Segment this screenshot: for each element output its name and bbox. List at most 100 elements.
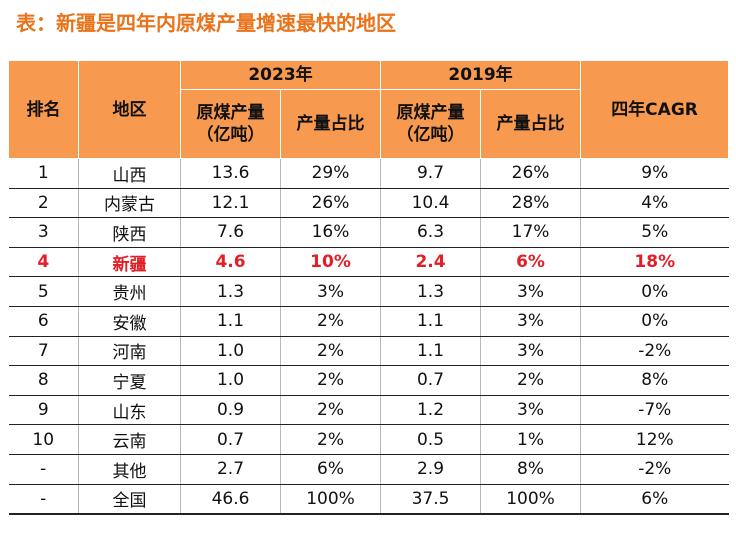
cell-output-2019: 9.7 (380, 158, 482, 189)
cell-cagr: 0% (580, 276, 729, 307)
cell-rank: 5 (8, 276, 79, 307)
cell-output-2023: 4.6 (180, 247, 281, 278)
cell-output-2023: 1.0 (180, 365, 281, 396)
cell-output-2019: 37.5 (380, 484, 482, 516)
cell-region: 云南 (78, 424, 181, 455)
table-row: 1 山西 13.6 29% 9.7 26% 9% (8, 158, 729, 189)
header-output-label: 原煤产量 (196, 103, 265, 123)
cell-output-2023: 12.1 (180, 188, 281, 219)
coal-output-table: 排名 地区 2023年 2019年 四年CAGR 原煤产量 （亿吨） 产量占比 原… (8, 60, 730, 516)
header-output-2023: 原煤产量 （亿吨） (180, 89, 281, 159)
cell-region: 宁夏 (78, 365, 181, 396)
cell-share-2023: 29% (279, 158, 382, 189)
table-row: 7 河南 1.0 2% 1.1 3% -2% (8, 336, 729, 367)
cell-region: 安徽 (78, 306, 181, 337)
header-share-2023: 产量占比 (279, 89, 382, 159)
cell-cagr: 12% (580, 424, 729, 455)
cell-share-2019: 8% (480, 454, 582, 485)
table-row-highlight: 4 新疆 4.6 10% 2.4 6% 18% (8, 247, 729, 278)
cell-output-2019: 0.7 (380, 365, 482, 396)
cell-output-2019: 2.4 (380, 247, 482, 278)
cell-rank: 10 (8, 424, 79, 455)
cell-output-2019: 1.1 (380, 306, 482, 337)
header-region: 地区 (78, 60, 181, 159)
cell-share-2023: 3% (279, 276, 382, 307)
table-row: 10 云南 0.7 2% 0.5 1% 12% (8, 424, 729, 455)
cell-cagr: -7% (580, 395, 729, 426)
cell-share-2019: 1% (480, 424, 582, 455)
header-output-2019: 原煤产量 （亿吨） (380, 89, 482, 159)
cell-output-2023: 1.0 (180, 336, 281, 367)
header-share-2019: 产量占比 (480, 89, 582, 159)
table-row: 5 贵州 1.3 3% 1.3 3% 0% (8, 276, 729, 307)
cell-share-2023: 6% (279, 454, 382, 485)
cell-rank: - (8, 484, 79, 516)
cell-cagr: 9% (580, 158, 729, 189)
cell-share-2023: 2% (279, 365, 382, 396)
cell-rank: 1 (8, 158, 79, 189)
cell-share-2019: 6% (480, 247, 582, 278)
cell-region: 新疆 (78, 247, 181, 278)
cell-output-2023: 46.6 (180, 484, 281, 516)
header-output-unit: （亿吨） (396, 125, 465, 145)
cell-cagr: 4% (580, 188, 729, 219)
cell-region: 山西 (78, 158, 181, 189)
cell-share-2023: 2% (279, 336, 382, 367)
cell-share-2019: 3% (480, 395, 582, 426)
cell-output-2019: 6.3 (380, 217, 482, 248)
cell-output-2023: 7.6 (180, 217, 281, 248)
cell-rank: 8 (8, 365, 79, 396)
table-row: 2 内蒙古 12.1 26% 10.4 28% 4% (8, 188, 729, 219)
cell-share-2023: 100% (279, 484, 382, 516)
table-row: - 其他 2.7 6% 2.9 8% -2% (8, 454, 729, 485)
table-row: 6 安徽 1.1 2% 1.1 3% 0% (8, 306, 729, 337)
header-rank: 排名 (8, 60, 79, 159)
cell-rank: 6 (8, 306, 79, 337)
cell-share-2019: 17% (480, 217, 582, 248)
cell-rank: 3 (8, 217, 79, 248)
cell-output-2019: 0.5 (380, 424, 482, 455)
cell-region: 山东 (78, 395, 181, 426)
table-row-total: - 全国 46.6 100% 37.5 100% 6% (8, 484, 729, 516)
cell-region: 贵州 (78, 276, 181, 307)
cell-cagr: 0% (580, 306, 729, 337)
cell-output-2023: 0.9 (180, 395, 281, 426)
cell-output-2019: 2.9 (380, 454, 482, 485)
cell-region: 其他 (78, 454, 181, 485)
cell-rank: 2 (8, 188, 79, 219)
cell-output-2019: 1.3 (380, 276, 482, 307)
header-year-2019: 2019年 (380, 60, 582, 90)
cell-share-2019: 3% (480, 276, 582, 307)
table-row: 8 宁夏 1.0 2% 0.7 2% 8% (8, 365, 729, 396)
cell-cagr: -2% (580, 454, 729, 485)
cell-share-2019: 3% (480, 336, 582, 367)
cell-share-2023: 2% (279, 306, 382, 337)
cell-share-2019: 26% (480, 158, 582, 189)
cell-share-2019: 2% (480, 365, 582, 396)
cell-cagr: 18% (580, 247, 729, 278)
header-year-2023: 2023年 (179, 60, 382, 90)
table-row: 9 山东 0.9 2% 1.2 3% -7% (8, 395, 729, 426)
cell-cagr: -2% (580, 336, 729, 367)
cell-output-2023: 0.7 (180, 424, 281, 455)
cell-cagr: 8% (580, 365, 729, 396)
cell-region: 陕西 (78, 217, 181, 248)
cell-share-2023: 2% (279, 395, 382, 426)
cell-share-2023: 10% (279, 247, 382, 278)
header-cagr: 四年CAGR (580, 60, 730, 159)
cell-share-2023: 16% (279, 217, 382, 248)
header-output-label: 原煤产量 (396, 103, 465, 123)
cell-region: 河南 (78, 336, 181, 367)
cell-output-2023: 13.6 (180, 158, 281, 189)
cell-region: 全国 (78, 484, 181, 516)
cell-share-2019: 28% (480, 188, 582, 219)
cell-share-2019: 100% (480, 484, 582, 516)
table-title: 表：新疆是四年内原煤产量增速最快的地区 (16, 11, 396, 35)
cell-output-2019: 10.4 (380, 188, 482, 219)
cell-region: 内蒙古 (78, 188, 181, 219)
cell-output-2023: 2.7 (180, 454, 281, 485)
cell-output-2023: 1.1 (180, 306, 281, 337)
cell-rank: 9 (8, 395, 79, 426)
cell-cagr: 6% (580, 484, 729, 516)
cell-cagr: 5% (580, 217, 729, 248)
